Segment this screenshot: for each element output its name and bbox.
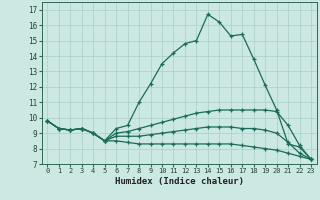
X-axis label: Humidex (Indice chaleur): Humidex (Indice chaleur) bbox=[115, 177, 244, 186]
